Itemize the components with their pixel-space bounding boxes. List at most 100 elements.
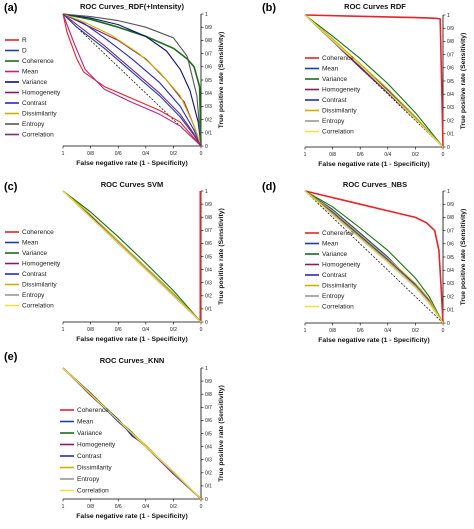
- x-tick-label: 0/4: [142, 504, 149, 510]
- x-tick-label: 1: [62, 151, 65, 157]
- x-tick-label: 0/6: [115, 504, 122, 510]
- legend-label: Correlation: [322, 129, 354, 136]
- x-tick-label: 0/6: [115, 151, 122, 157]
- diagonal-reference-line: [304, 190, 444, 324]
- y-tick-label: 0/7: [447, 228, 454, 234]
- y-tick-label: 0/6: [205, 65, 212, 71]
- legend-label: Dissimilarity: [322, 108, 357, 115]
- y-axis-label: True positive rate (Sensitivity): [460, 209, 467, 306]
- y-tick-label: 0: [205, 497, 208, 503]
- y-tick-label: 0/2: [447, 118, 454, 124]
- legend-label: Homogeneity: [22, 261, 61, 268]
- x-tick-label: 1: [62, 327, 65, 333]
- legend-label: Entropy: [322, 293, 345, 300]
- x-tick-label: 0/2: [170, 327, 177, 333]
- panel-label: (d): [262, 181, 276, 193]
- y-tick-label: 0/1: [447, 132, 454, 138]
- y-tick-label: 0/7: [447, 52, 454, 58]
- series-line-mean: [62, 13, 202, 147]
- y-tick-label: 0: [447, 321, 450, 327]
- chart-title: ROC Curves RDF: [344, 2, 406, 11]
- y-tick-label: 0/2: [205, 294, 212, 300]
- series-line-dissimilarity: [304, 190, 444, 324]
- x-axis-label: False negative rate (1 - Specificity): [76, 160, 187, 167]
- y-axis-label: True positive rate (Sensitivity): [218, 32, 225, 129]
- legend: RD Coherence Mean Variance Homogeneity Contra…: [5, 37, 61, 139]
- y-tick-label: 0/3: [205, 458, 212, 464]
- y-tick-label: 0/2: [205, 117, 212, 123]
- y-tick-label: 1: [447, 189, 450, 195]
- legend-label: Entropy: [22, 121, 45, 128]
- diagonal-reference-line: [62, 13, 202, 147]
- legend-label: Mean: [322, 66, 339, 73]
- y-tick-label: 0/1: [205, 131, 212, 137]
- y-tick-label: 0/4: [205, 91, 212, 97]
- legend-label: D: [22, 48, 27, 55]
- y-tick-label: 0/3: [205, 104, 212, 110]
- y-tick-label: 0/2: [447, 294, 454, 300]
- panel-label: (b): [262, 2, 276, 14]
- y-tick-label: 0/4: [205, 444, 212, 450]
- legend-label: Variance: [22, 250, 48, 257]
- panel-c: (c) ROC Curves SVM 1 0/8 0/6 0/4 0/2 0 1 0/9 0/8 0/…: [4, 180, 225, 343]
- panel-b: (b) ROC Curves RDF 1 0/8 0/6 0/4 0/2 0 1 0/9 0/8 0/…: [262, 2, 467, 168]
- x-tick-label: 0/4: [142, 151, 149, 157]
- y-axis-label: True positive rate (Sensitivity): [460, 33, 467, 130]
- legend-label: Variance: [77, 430, 103, 437]
- legend-label: Homogeneity: [22, 90, 61, 97]
- chart-title: ROC Curves SVM: [101, 180, 164, 189]
- series-line-coherence: [62, 13, 202, 147]
- series-line-coherence: [304, 190, 444, 324]
- x-tick-label: 0/6: [357, 328, 364, 334]
- x-tick-label: 0: [200, 151, 203, 157]
- legend-label: Coherence: [322, 230, 354, 237]
- y-tick-label: 0/9: [447, 202, 454, 208]
- y-tick-label: 0/6: [205, 241, 212, 247]
- x-tick-label: 0/2: [412, 152, 419, 158]
- legend-label: Contrast: [77, 453, 102, 460]
- x-tick-label: 0/8: [329, 152, 336, 158]
- y-tick-label: 0: [447, 145, 450, 151]
- panel-label: (a): [4, 2, 18, 14]
- y-tick-label: 0/8: [205, 215, 212, 221]
- legend-label: Entropy: [22, 292, 45, 299]
- x-tick-label: 0: [200, 327, 203, 333]
- x-tick-label: 0/2: [170, 504, 177, 510]
- chart-title: ROC Curves_RDF(+Intensity): [80, 2, 184, 11]
- y-tick-label: 0/6: [447, 66, 454, 72]
- y-tick-label: 0/5: [447, 255, 454, 261]
- series-line-r: [62, 13, 202, 147]
- legend-label: Correlation: [22, 303, 54, 310]
- legend-label: Dissimilarity: [22, 111, 57, 118]
- legend-label: Contrast: [22, 100, 47, 107]
- x-axis-label: False negative rate (1 - Specificity): [318, 337, 429, 344]
- y-tick-label: 1: [205, 189, 208, 195]
- y-tick-label: 0/5: [205, 254, 212, 260]
- legend-label: Coherence: [22, 58, 54, 65]
- series-line-coherence: [304, 14, 444, 148]
- series-line-variance: [62, 13, 202, 147]
- x-tick-label: 0/8: [87, 504, 94, 510]
- series-line-entropy: [62, 13, 202, 147]
- x-tick-label: 0/4: [142, 327, 149, 333]
- legend-label: Variance: [322, 251, 348, 258]
- series-line-d: [62, 13, 202, 147]
- x-tick-label: 1: [62, 504, 65, 510]
- legend-label: Variance: [22, 79, 48, 86]
- y-tick-label: 0/4: [205, 267, 212, 273]
- legend-label: Homogeneity: [322, 87, 361, 94]
- x-tick-label: 1: [304, 328, 307, 334]
- x-tick-label: 0: [442, 152, 445, 158]
- x-tick-label: 0/6: [115, 327, 122, 333]
- x-tick-label: 0/8: [87, 151, 94, 157]
- legend-label: Mean: [22, 69, 39, 76]
- legend-label: Correlation: [322, 304, 354, 311]
- x-axis-label: False negative rate (1 - Specificity): [76, 336, 187, 343]
- legend-label: Mean: [322, 241, 339, 248]
- y-tick-label: 0/6: [205, 418, 212, 424]
- y-tick-label: 0/3: [447, 105, 454, 111]
- legend: Coherence Mean Variance Homogeneity Contrast…: [305, 55, 361, 136]
- y-tick-label: 0/3: [205, 281, 212, 287]
- y-tick-label: 0/7: [205, 51, 212, 57]
- series-line-variance: [304, 190, 444, 324]
